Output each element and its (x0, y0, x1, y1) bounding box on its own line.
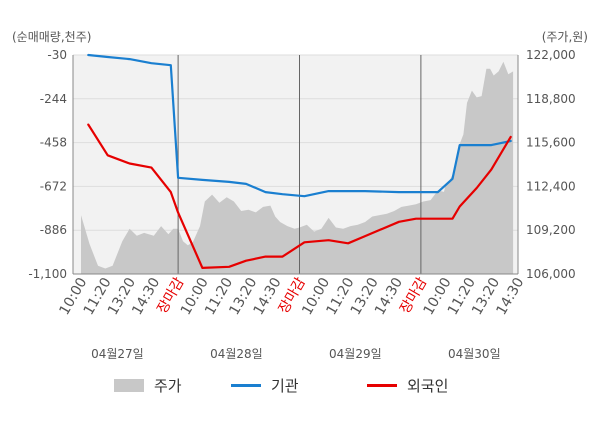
date-label: 04월30일 (448, 347, 501, 361)
series-line-기관 (87, 53, 512, 198)
series-line-layer (87, 53, 512, 269)
left-tick-label: -672 (40, 179, 67, 193)
legend-label: 기관 (271, 377, 299, 395)
right-tick-labels: 122,000 118,800 115,600 112,400 109,200 106,0… (526, 48, 576, 281)
right-axis-unit-label: (주가,원) (542, 30, 588, 44)
left-tick-label: -1,100 (28, 267, 67, 281)
right-tick-label: 112,400 (526, 179, 576, 193)
left-tick-label: -886 (40, 223, 67, 237)
axis-layer (72, 55, 519, 275)
right-tick-label: 122,000 (526, 48, 576, 62)
legend-label: 외국인 (407, 377, 448, 395)
left-tick-label: -244 (40, 92, 67, 106)
right-tick-label: 106,000 (526, 267, 576, 281)
left-tick-label: -30 (47, 48, 67, 62)
x-tick-labels: 10:0011:2013:2014:30장마감10:0011:2013:2014… (56, 275, 527, 318)
date-label: 04월27일 (91, 347, 144, 361)
date-labels: 04월27일 04월28일 04월29일 04월30일 (91, 347, 501, 361)
left-axis-unit-label: (순매매량,천주) (12, 29, 91, 44)
legend: 주가 기관 외국인 (114, 377, 448, 395)
right-tick-label: 109,200 (526, 223, 576, 237)
legend-label: 주가 (154, 377, 182, 395)
legend-swatch-area (114, 379, 144, 392)
left-tick-labels: -30 -244 -458 -672 -886 -1,100 (28, 48, 67, 281)
date-label: 04월28일 (210, 347, 263, 361)
date-label: 04월29일 (329, 347, 382, 361)
series-line-외국인 (87, 123, 512, 269)
right-tick-label: 118,800 (526, 92, 576, 106)
left-tick-label: -458 (40, 136, 67, 150)
right-tick-label: 115,600 (526, 136, 576, 150)
